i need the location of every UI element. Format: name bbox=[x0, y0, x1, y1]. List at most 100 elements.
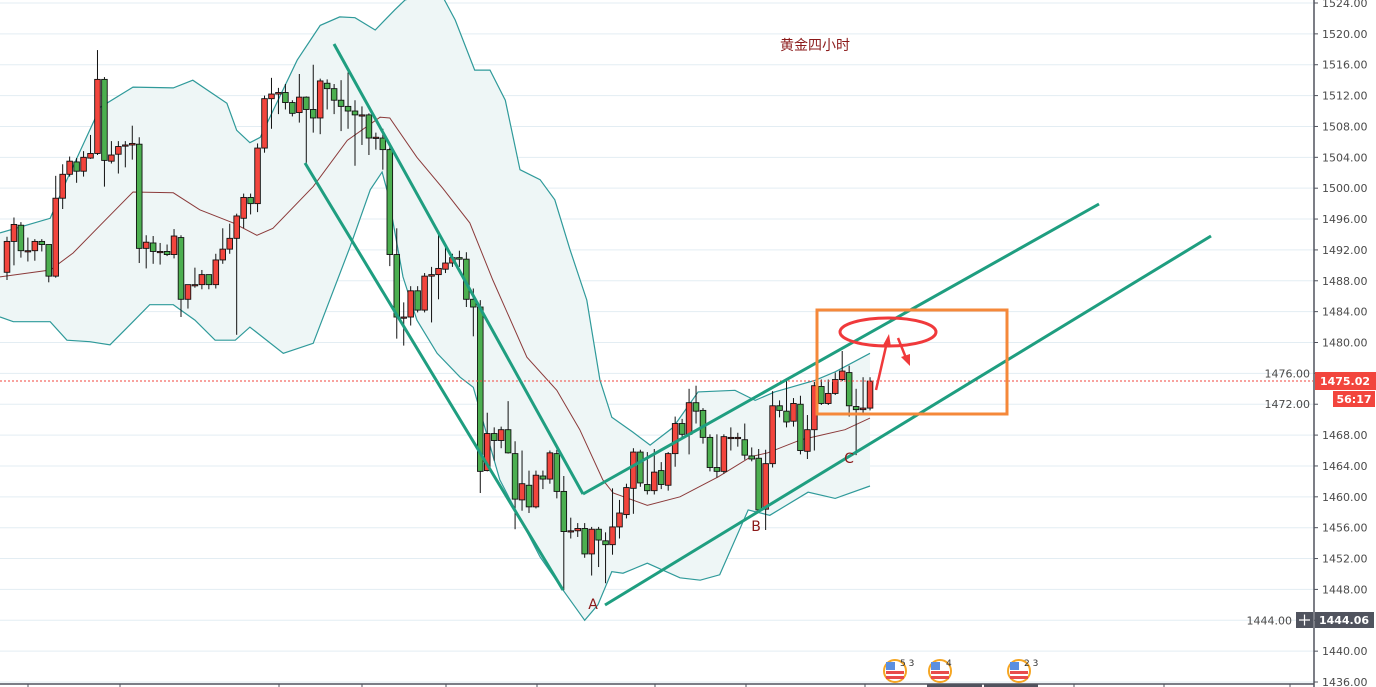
candle-body-down bbox=[379, 137, 387, 151]
candle-body-up bbox=[623, 487, 630, 516]
candle bbox=[163, 244, 171, 257]
trendline-down-lower[interactable] bbox=[303, 162, 565, 591]
candle bbox=[226, 223, 233, 254]
candle bbox=[623, 483, 630, 519]
price-tick-label: 1488.00 bbox=[1322, 275, 1368, 288]
candle bbox=[804, 415, 811, 460]
candle-body-down bbox=[692, 402, 700, 412]
price-axis[interactable]: 1524.00 1520.00 1516.00 1512.00 1508.00 1504.… bbox=[1296, 0, 1376, 687]
candle bbox=[414, 286, 421, 313]
event-markers[interactable]: 5 3 4 2 3 bbox=[883, 659, 1038, 683]
event-marker-2[interactable]: 4 bbox=[928, 659, 952, 683]
candle bbox=[713, 434, 721, 478]
price-tick-label: 1464.00 bbox=[1322, 460, 1368, 473]
candle-body-up bbox=[567, 530, 575, 533]
point-label-c: C bbox=[844, 451, 854, 467]
trendline-down-upper[interactable] bbox=[332, 43, 585, 495]
candle-body-down bbox=[344, 105, 352, 112]
candle bbox=[588, 526, 595, 576]
candle bbox=[539, 470, 547, 490]
event-count: 2 3 bbox=[1024, 659, 1038, 669]
time-axis[interactable] bbox=[0, 683, 1315, 687]
candle bbox=[818, 379, 825, 406]
candle-body-down bbox=[595, 528, 602, 541]
candle-body-up bbox=[421, 275, 428, 311]
candle-body-down bbox=[393, 254, 401, 318]
candle-body-up bbox=[358, 114, 366, 117]
candle-body-down bbox=[456, 257, 463, 260]
candle-body-up bbox=[87, 153, 94, 159]
price-tick-label: 1452.00 bbox=[1322, 553, 1368, 566]
candle-body-up bbox=[142, 241, 150, 249]
drawings[interactable]: A B C 黄金四小时 bbox=[303, 37, 1212, 613]
candle-body-up bbox=[762, 463, 769, 510]
candle-body-up bbox=[24, 250, 32, 253]
candle-body-up bbox=[442, 262, 449, 270]
channel-up-upper[interactable] bbox=[582, 202, 1100, 496]
channel-up-lower[interactable] bbox=[604, 234, 1212, 607]
highlight-rectangle[interactable] bbox=[815, 308, 1009, 416]
candle bbox=[247, 193, 254, 215]
point-label-a: A bbox=[588, 597, 598, 613]
candle-body-up bbox=[651, 471, 658, 492]
chart-title: 黄金四小时 bbox=[780, 37, 850, 54]
arrow-up-line[interactable] bbox=[874, 341, 889, 391]
candle bbox=[525, 470, 533, 514]
candle-body-up bbox=[720, 436, 728, 472]
event-marker-1[interactable]: 5 3 bbox=[883, 659, 914, 683]
candle bbox=[616, 499, 623, 539]
candle-body-down bbox=[602, 540, 609, 546]
price-tick-label: 1468.00 bbox=[1322, 429, 1368, 442]
price-tick-label: 1456.00 bbox=[1322, 522, 1368, 535]
candle-body-up bbox=[859, 407, 867, 411]
plus-icon bbox=[1299, 614, 1310, 626]
candle-body-up bbox=[233, 215, 240, 239]
candle-body-down bbox=[303, 96, 310, 110]
candle bbox=[170, 229, 178, 259]
price-tick-label: 1520.00 bbox=[1322, 28, 1368, 41]
candle bbox=[706, 434, 714, 472]
candle bbox=[323, 79, 331, 110]
candle bbox=[748, 447, 755, 462]
candle-body-up bbox=[616, 512, 623, 528]
candle-body-up bbox=[170, 235, 178, 255]
candle-body-down bbox=[177, 237, 185, 300]
candle-body-up bbox=[59, 173, 66, 199]
candle bbox=[344, 72, 352, 129]
candle-body-down bbox=[713, 467, 721, 472]
price-tick-label: 1504.00 bbox=[1322, 151, 1368, 164]
candle bbox=[149, 236, 157, 264]
candle bbox=[734, 432, 742, 447]
arrow-down-line[interactable] bbox=[896, 337, 908, 359]
candle-body-up bbox=[66, 160, 73, 175]
candle bbox=[142, 235, 150, 269]
candle-body-down bbox=[149, 242, 157, 252]
candle-body-down bbox=[678, 423, 686, 435]
event-marker-3[interactable]: 2 3 bbox=[1007, 659, 1038, 683]
bollinger-fill bbox=[0, 0, 870, 621]
price-tick-label: 1472.00 bbox=[1265, 398, 1311, 411]
candle-body-down bbox=[330, 88, 338, 101]
candle-body-up bbox=[497, 429, 505, 441]
candle bbox=[518, 450, 526, 511]
candle bbox=[477, 300, 484, 493]
candle-body-up bbox=[80, 156, 87, 172]
candle-body-down bbox=[845, 372, 853, 407]
candle bbox=[595, 526, 602, 568]
candle-body-down bbox=[101, 78, 108, 161]
candle bbox=[275, 87, 282, 115]
candle-body-down bbox=[755, 457, 762, 511]
candle bbox=[609, 488, 616, 555]
candle-body-down bbox=[38, 240, 46, 245]
candle bbox=[73, 158, 80, 183]
candle-body-up bbox=[546, 452, 554, 480]
candle-body-up bbox=[191, 284, 199, 287]
candle bbox=[261, 95, 268, 153]
candle-body-down bbox=[289, 102, 296, 114]
candle-body-down bbox=[539, 475, 547, 480]
point-label-b: B bbox=[751, 519, 761, 535]
candle-body-up bbox=[609, 526, 616, 546]
candle bbox=[52, 175, 59, 278]
candle bbox=[351, 100, 359, 166]
